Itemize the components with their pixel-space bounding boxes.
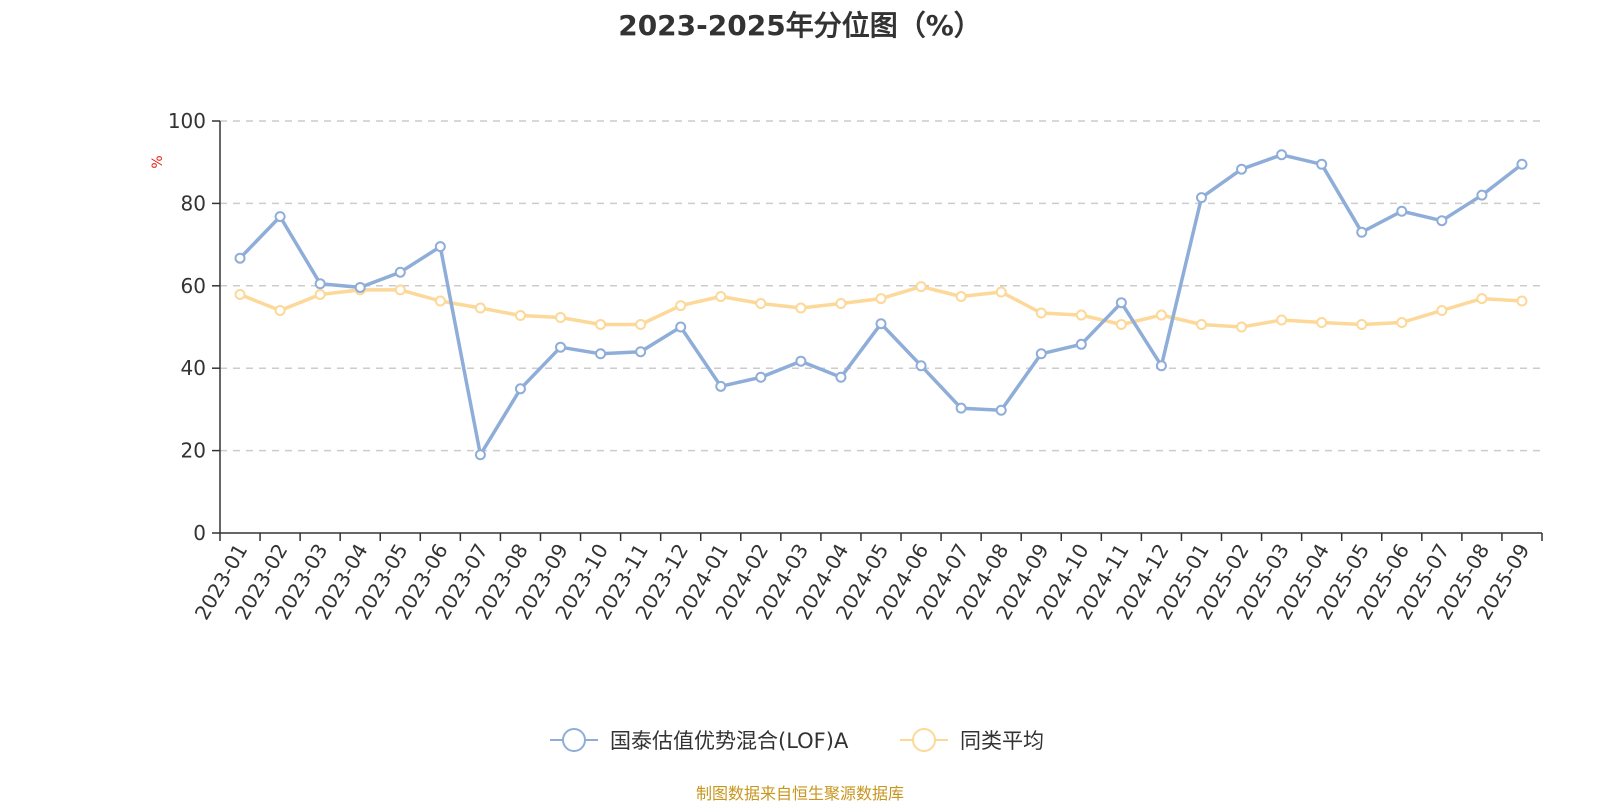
data-point[interactable] bbox=[1396, 316, 1408, 328]
data-point[interactable] bbox=[715, 380, 727, 392]
data-point[interactable] bbox=[1276, 314, 1288, 326]
data-point[interactable] bbox=[1035, 348, 1047, 360]
data-point[interactable] bbox=[1236, 321, 1248, 333]
data-point[interactable] bbox=[835, 298, 847, 310]
data-point[interactable] bbox=[514, 383, 526, 395]
data-point[interactable] bbox=[1195, 319, 1207, 331]
legend[interactable]: 国泰估值优势混合(LOF)A 同类平均 bbox=[550, 728, 1044, 753]
data-point[interactable] bbox=[474, 449, 486, 461]
y-tick-label: 60 bbox=[181, 274, 206, 298]
data-point[interactable] bbox=[1516, 158, 1528, 170]
data-point[interactable] bbox=[995, 404, 1007, 416]
data-point[interactable] bbox=[1356, 319, 1368, 331]
data-point[interactable] bbox=[675, 321, 687, 333]
data-point[interactable] bbox=[955, 291, 967, 303]
data-point[interactable] bbox=[1276, 149, 1288, 161]
data-point[interactable] bbox=[835, 371, 847, 383]
data-point[interactable] bbox=[595, 348, 607, 360]
data-point[interactable] bbox=[795, 355, 807, 367]
data-point[interactable] bbox=[274, 211, 286, 223]
data-point[interactable] bbox=[715, 291, 727, 303]
y-tick-label: 0 bbox=[193, 521, 206, 545]
data-point[interactable] bbox=[1516, 295, 1528, 307]
data-point[interactable] bbox=[875, 293, 887, 305]
legend-marker-icon bbox=[912, 728, 936, 752]
data-point[interactable] bbox=[314, 288, 326, 300]
data-point[interactable] bbox=[915, 360, 927, 372]
legend-marker-icon bbox=[562, 728, 586, 752]
data-point[interactable] bbox=[234, 252, 246, 264]
y-axis-label: % bbox=[150, 155, 166, 168]
data-point[interactable] bbox=[635, 319, 647, 331]
data-point[interactable] bbox=[555, 312, 567, 324]
data-point[interactable] bbox=[675, 300, 687, 312]
data-point[interactable] bbox=[1155, 309, 1167, 321]
series-line bbox=[238, 153, 1524, 457]
data-point[interactable] bbox=[274, 305, 286, 317]
data-point[interactable] bbox=[1476, 293, 1488, 305]
data-point[interactable] bbox=[1155, 360, 1167, 372]
legend-item-category-average[interactable]: 同类平均 bbox=[900, 728, 1044, 753]
data-point[interactable] bbox=[1075, 309, 1087, 321]
y-tick-label: 40 bbox=[181, 356, 206, 380]
data-point[interactable] bbox=[1236, 163, 1248, 175]
data-point[interactable] bbox=[314, 278, 326, 290]
data-point[interactable] bbox=[915, 281, 927, 293]
data-point[interactable] bbox=[434, 241, 446, 253]
data-point[interactable] bbox=[474, 302, 486, 314]
grid-lines bbox=[220, 120, 1542, 452]
data-point[interactable] bbox=[1316, 158, 1328, 170]
data-point[interactable] bbox=[875, 318, 887, 330]
source-note: 制图数据来自恒生聚源数据库 bbox=[695, 784, 904, 803]
data-point[interactable] bbox=[555, 341, 567, 353]
data-point[interactable] bbox=[1075, 338, 1087, 350]
data-point[interactable] bbox=[394, 266, 406, 278]
data-point[interactable] bbox=[1436, 215, 1448, 227]
legend-label: 同类平均 bbox=[960, 729, 1044, 753]
data-point[interactable] bbox=[635, 346, 647, 358]
data-point[interactable] bbox=[595, 319, 607, 331]
legend-item-fund[interactable]: 国泰估值优势混合(LOF)A bbox=[550, 728, 849, 753]
data-point[interactable] bbox=[755, 371, 767, 383]
data-point[interactable] bbox=[795, 302, 807, 314]
data-point[interactable] bbox=[354, 281, 366, 293]
data-point[interactable] bbox=[755, 298, 767, 310]
data-point[interactable] bbox=[514, 309, 526, 321]
y-tick-label: 80 bbox=[181, 191, 206, 215]
data-point[interactable] bbox=[1115, 297, 1127, 309]
data-point[interactable] bbox=[434, 295, 446, 307]
series-category-average bbox=[234, 281, 1528, 333]
data-point[interactable] bbox=[1035, 307, 1047, 319]
data-point[interactable] bbox=[1316, 316, 1328, 328]
data-point[interactable] bbox=[1356, 226, 1368, 238]
y-tick-label: 100 bbox=[168, 109, 206, 133]
data-point[interactable] bbox=[394, 284, 406, 296]
series-fund bbox=[234, 149, 1528, 461]
y-tick-label: 20 bbox=[181, 439, 206, 463]
data-point[interactable] bbox=[1115, 319, 1127, 331]
data-point[interactable] bbox=[234, 288, 246, 300]
chart-title: 2023-2025年分位图（%） bbox=[618, 9, 982, 42]
series-lines bbox=[234, 149, 1528, 461]
data-point[interactable] bbox=[1195, 192, 1207, 204]
data-point[interactable] bbox=[1436, 305, 1448, 317]
data-point[interactable] bbox=[1396, 205, 1408, 217]
legend-label: 国泰估值优势混合(LOF)A bbox=[610, 729, 849, 753]
data-point[interactable] bbox=[1476, 189, 1488, 201]
data-point[interactable] bbox=[995, 286, 1007, 298]
data-point[interactable] bbox=[955, 402, 967, 414]
